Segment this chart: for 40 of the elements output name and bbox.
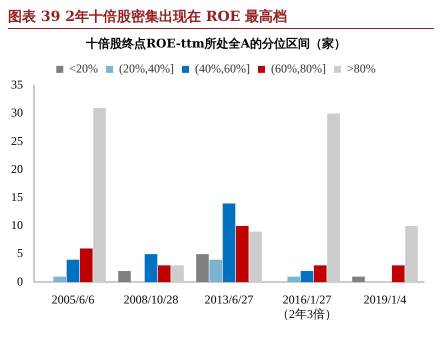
y-tick-label: 35 bbox=[11, 78, 23, 92]
bar bbox=[53, 276, 66, 282]
bar bbox=[392, 265, 405, 282]
bar bbox=[196, 254, 209, 282]
bar bbox=[144, 254, 158, 282]
y-tick-label: 0 bbox=[17, 274, 23, 288]
y-tick-label: 30 bbox=[11, 106, 23, 120]
bar bbox=[236, 226, 249, 282]
y-tick-label: 25 bbox=[11, 134, 23, 148]
y-tick-label: 15 bbox=[11, 190, 23, 204]
y-tick-label: 10 bbox=[11, 218, 23, 232]
legend-label: >80% bbox=[346, 62, 376, 76]
legend-label: <20% bbox=[69, 62, 98, 76]
x-tick-label: 2019/1/4 bbox=[364, 292, 406, 307]
chart-subtitle: 十倍股终点ROE-ttm所处全A的分位区间（家） bbox=[85, 36, 346, 50]
bar bbox=[222, 203, 236, 282]
bar bbox=[158, 265, 171, 282]
bar bbox=[300, 270, 314, 282]
bar bbox=[352, 276, 365, 282]
x-tick-label: 2016/1/27 （2年3倍） bbox=[277, 292, 337, 321]
legend-label: (40%,60%] bbox=[195, 62, 250, 76]
bar bbox=[405, 226, 418, 282]
x-tick-label: 2005/6/6 bbox=[52, 292, 94, 307]
bar bbox=[171, 265, 184, 282]
bar bbox=[209, 260, 222, 282]
bar bbox=[80, 248, 93, 282]
x-tick-label: 2013/6/27 bbox=[204, 292, 254, 307]
legend-label: (20%,40%] bbox=[119, 62, 174, 76]
bar bbox=[314, 265, 327, 282]
legend-label: (60%,80%] bbox=[270, 62, 326, 76]
bar bbox=[327, 114, 340, 282]
y-tick-label: 20 bbox=[11, 162, 23, 176]
x-tick-label: 2008/10/28 bbox=[124, 292, 178, 307]
chart-title: 图表 39 2年十倍股密集出现在 ROE 最高档 bbox=[8, 8, 434, 29]
bar bbox=[118, 270, 131, 282]
bar bbox=[93, 108, 106, 282]
bar bbox=[287, 276, 300, 282]
bar bbox=[66, 260, 80, 282]
bar bbox=[249, 232, 262, 282]
y-tick-label: 5 bbox=[17, 246, 23, 260]
